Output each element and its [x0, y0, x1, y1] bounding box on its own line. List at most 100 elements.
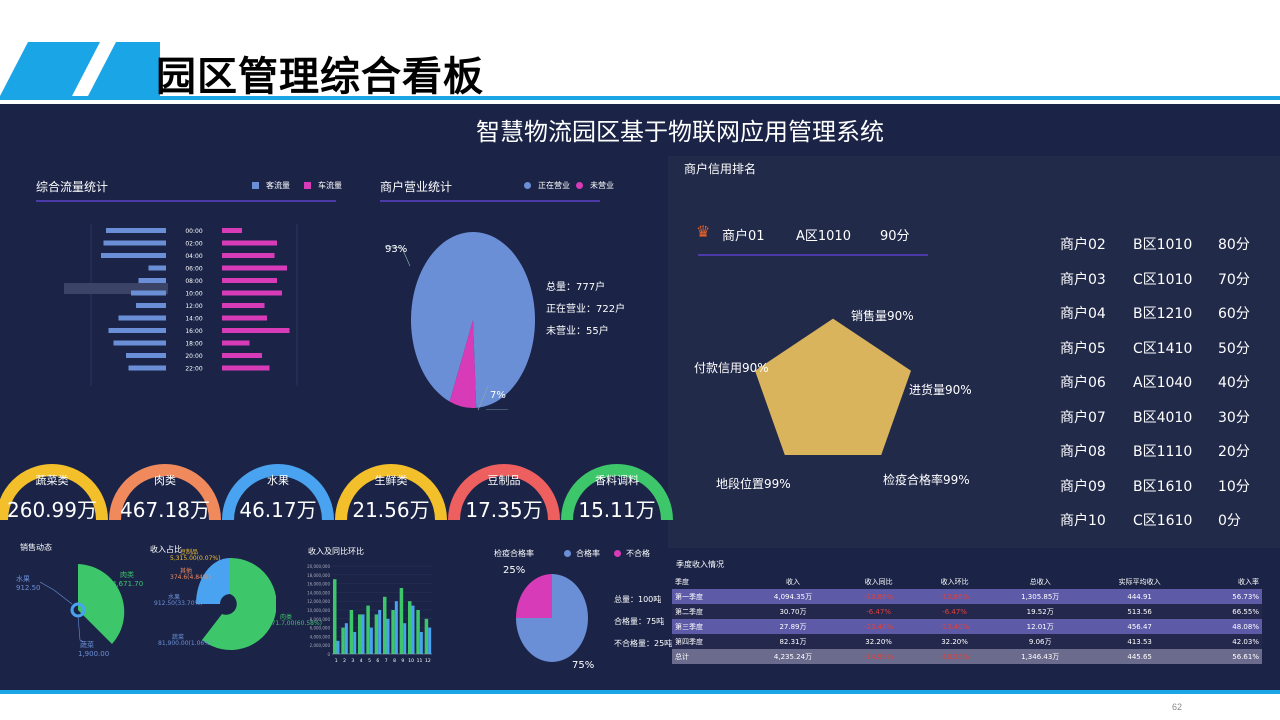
income-y-tick: 18,000,000	[307, 573, 330, 578]
credit-area: C区1010	[1133, 271, 1193, 288]
share-slice-fruit	[196, 558, 230, 604]
income-bar	[349, 610, 354, 654]
bar-vehicle	[222, 278, 277, 283]
credit-area: B区4010	[1133, 409, 1193, 426]
radar-axis-label: 地段位置99%	[716, 476, 791, 491]
credit-name: 商户09	[1060, 478, 1106, 495]
bar-passenger	[113, 340, 166, 346]
income-y-tick: 12,000,000	[307, 599, 330, 604]
table-cell: 42.03%	[1232, 637, 1259, 646]
season-table-header: 季度 收入 收入同比 收入环比 总收入 实际平均收入 收入率	[672, 574, 1262, 589]
dashboard-title: 智慧物流园区基于物联网应用管理系统	[476, 118, 884, 146]
income-y-tick: 14,000,000	[307, 590, 330, 595]
gauge-name: 肉类	[154, 474, 176, 487]
gauge-arc-path	[109, 464, 221, 520]
income-y-tick: 8,000,000	[310, 617, 331, 622]
radar-axis-label: 付款信用90%	[694, 361, 769, 375]
legend-swatch-open	[524, 182, 531, 189]
radar-polygon	[755, 318, 911, 455]
table-cell: 第三季度	[675, 622, 703, 631]
credit-name: 商户10	[1060, 513, 1106, 529]
season-col-header: 实际平均收入	[1118, 577, 1161, 586]
income-y-tick: 10,000,000	[307, 608, 330, 613]
income-x-tick: 3	[351, 658, 354, 664]
income-bar	[399, 588, 404, 654]
quarantine-pie-slice	[516, 574, 588, 662]
flow-left-tick: 100	[137, 220, 145, 221]
share-label-veg: 蔬菜	[172, 634, 185, 641]
gauge-value: 17.35万	[465, 498, 543, 522]
income-bar-yoy	[403, 623, 407, 654]
quarantine-title: 检疫合格率	[494, 549, 534, 558]
bar-passenger	[106, 228, 166, 233]
income-share-chart	[196, 558, 276, 650]
income-bar	[391, 610, 395, 654]
table-cell: 56.61%	[1232, 652, 1259, 661]
pie-leader-line	[477, 385, 489, 410]
bar-vehicle	[222, 365, 270, 371]
table-cell: 30.70万	[779, 607, 807, 616]
gauge-value: 46.17万	[239, 498, 317, 522]
income-bar-yoy	[336, 640, 340, 654]
table-row: 总计 4,235.24万 -14.99% -10.55% 1,346.43万 445.65…	[672, 649, 1262, 664]
gauge-arc	[109, 464, 221, 520]
gauge-arc-path	[222, 464, 334, 520]
credit-name: 商户08	[1060, 444, 1106, 460]
credit-name: 商户02	[1060, 237, 1106, 253]
credit-area: B区1010	[1133, 237, 1193, 253]
flow-bar-chart: 400 300 200 100 0 0 100 200 300 400 00:00 02:00 04:0…	[62, 220, 326, 386]
table-cell: -23.40%	[864, 622, 894, 631]
income-x-tick: 10	[408, 658, 414, 664]
credit-area: B区1110	[1133, 444, 1193, 460]
legend-swatch-fail	[614, 550, 621, 557]
bar-passenger	[136, 303, 166, 308]
flow-right-tick: 200	[268, 220, 276, 221]
income-bar	[366, 605, 370, 654]
credit-score: 50分	[1218, 340, 1250, 357]
merchant-closed: 未营业：55户	[546, 326, 609, 337]
share-value-veg: 81,900.00(1.06%)	[158, 640, 213, 647]
flow-time-label: 04:00	[185, 253, 202, 260]
top-merchant-underline	[698, 254, 928, 256]
bar-passenger	[118, 315, 166, 321]
income-y-tick: 4,000,000	[310, 634, 331, 639]
radar-axis-label: 销售量90%	[851, 308, 914, 323]
flow-time-label: 14:00	[185, 316, 202, 323]
header-rule	[0, 96, 1280, 100]
merchant-pie-slice	[449, 320, 477, 408]
income-bar-chart: 20,000,00018,000,00016,000,00014,000,000…	[307, 564, 432, 664]
bar-vehicle	[222, 240, 277, 246]
income-bar-yoy	[353, 632, 357, 654]
income-bar	[358, 614, 362, 654]
flow-time-label: 22:00	[185, 366, 202, 373]
credit-name: 商户04	[1060, 306, 1106, 322]
bar-vehicle	[222, 315, 267, 321]
flow-left-tick: 300	[87, 220, 95, 221]
table-cell: 56.73%	[1232, 592, 1259, 601]
share-value-bean: 5,315.00(0.07%)	[170, 555, 221, 562]
credit-panel-title: 商户信用排名	[684, 162, 757, 176]
bar-vehicle	[222, 253, 275, 258]
gauge-arc	[561, 464, 673, 520]
table-cell: 32.20%	[865, 637, 892, 646]
income-x-tick: 11	[417, 658, 423, 664]
income-x-tick: 6	[376, 658, 379, 664]
dashboard-screenshot: 智慧物流园区基于物联网应用管理系统 综合流量统计 客流量 车流量 4003002…	[0, 104, 1280, 690]
credit-score: 30分	[1218, 409, 1250, 426]
income-share-title: 收入占比	[150, 545, 182, 554]
table-cell: 12.01万	[1026, 622, 1054, 631]
flow-right-tick: 400	[318, 220, 326, 221]
table-cell: 第二季度	[675, 607, 703, 616]
pie-leader-line	[384, 245, 411, 267]
merchant-total: 总量：777户	[546, 282, 606, 293]
share-value-fruit: 912.50(33.70%)	[154, 600, 203, 607]
table-cell: 32.20%	[941, 637, 968, 646]
income-bar-yoy	[428, 627, 432, 654]
sales-leader-line	[40, 581, 73, 605]
credit-name: 商户03	[1060, 271, 1106, 288]
bar-vehicle	[222, 290, 282, 296]
sales-value-fruit: 912.50	[16, 584, 41, 592]
flow-right-tick: 0	[221, 220, 224, 221]
bar-passenger	[103, 240, 166, 246]
table-cell: 第四季度	[675, 637, 703, 646]
